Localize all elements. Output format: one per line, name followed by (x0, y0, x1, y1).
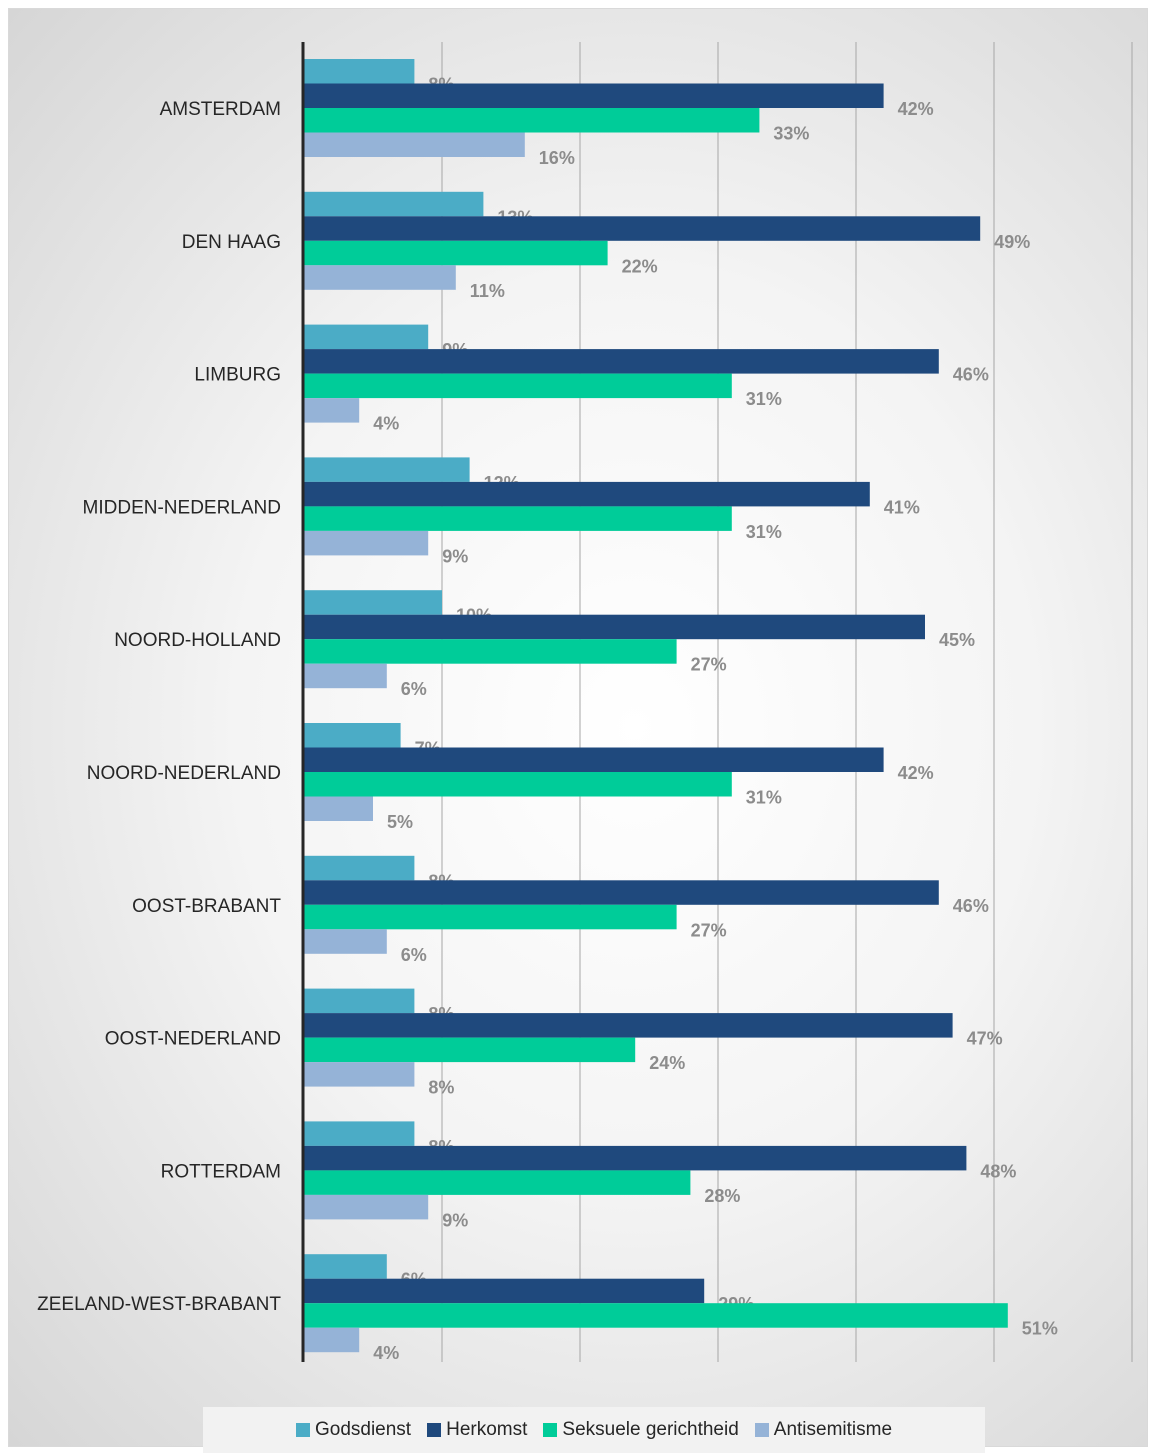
bar-seksuele-gerichtheid (304, 1170, 691, 1195)
data-label: 31% (746, 788, 782, 808)
bar-herkomst (304, 83, 884, 108)
legend-swatch (543, 1423, 558, 1437)
data-label: 16% (539, 148, 575, 168)
bar-godsdienst (304, 1254, 387, 1279)
data-label: 46% (953, 896, 989, 916)
bar-herkomst (304, 1145, 967, 1171)
bar-herkomst (304, 349, 939, 374)
bar-godsdienst (304, 723, 401, 748)
category-label: AMSTERDAM (160, 99, 281, 120)
legend-swatch (754, 1423, 769, 1437)
bar-herkomst (304, 880, 939, 905)
bar-seksuele-gerichtheid (304, 373, 732, 399)
legend-item: Godsdienst (295, 1419, 412, 1441)
bar-herkomst (304, 747, 884, 772)
bar-chart: 8%42%33%16%13%49%22%11%9%46%31%4%12%41%3… (37, 42, 1133, 1363)
category-label: NOORD-NEDERLAND (87, 763, 281, 784)
bar-antisemitisme (304, 663, 387, 689)
bar-antisemitisme (304, 132, 525, 157)
bar-seksuele-gerichtheid (304, 904, 677, 930)
data-label: 8% (428, 1078, 454, 1098)
data-label: 31% (746, 522, 782, 542)
bar-godsdienst (304, 191, 484, 217)
bar-antisemitisme (304, 796, 373, 821)
data-label: 28% (704, 1186, 740, 1206)
bar-antisemitisme (304, 1194, 429, 1220)
bar-herkomst (304, 1278, 705, 1304)
bar-godsdienst (304, 590, 442, 615)
bar-godsdienst (304, 988, 415, 1014)
bar-seksuele-gerichtheid (304, 639, 677, 664)
bar-godsdienst (304, 324, 429, 350)
category-label: ROTTERDAM (161, 1161, 281, 1182)
chart-frame: 8%42%33%16%13%49%22%11%9%46%31%4%12%41%3… (8, 8, 1148, 1453)
data-label: 48% (980, 1161, 1016, 1181)
bar-herkomst (304, 614, 925, 640)
data-label: 11% (470, 281, 505, 301)
data-label: 5% (387, 812, 413, 832)
legend-swatch (427, 1423, 442, 1437)
bar-herkomst (304, 1013, 953, 1038)
bar-herkomst (304, 216, 981, 241)
category-label: DEN HAAG (182, 232, 281, 253)
bar-godsdienst (304, 457, 470, 482)
legend-label: Seksuele gerichtheid (562, 1419, 739, 1440)
bars: 8%42%33%16%13%49%22%11%9%46%31%4%12%41%3… (304, 59, 1058, 1363)
data-label: 31% (746, 389, 782, 409)
legend-label: Antisemitisme (773, 1419, 893, 1440)
legend-item: Herkomst (427, 1419, 527, 1441)
data-label: 24% (649, 1053, 685, 1073)
data-label: 6% (401, 679, 427, 699)
data-label: 9% (442, 546, 468, 566)
bar-antisemitisme (304, 530, 429, 556)
category-label: ZEELAND-WEST-BRABANT (37, 1294, 281, 1315)
category-label: NOORD-HOLLAND (114, 630, 281, 651)
data-label: 4% (373, 1343, 399, 1363)
bar-herkomst (304, 481, 870, 507)
bar-seksuele-gerichtheid (304, 1303, 1008, 1328)
legend: Godsdienst Herkomst Seksuele gerichtheid An… (203, 1407, 985, 1453)
bar-antisemitisme (304, 929, 387, 954)
data-label: 6% (401, 945, 427, 965)
bar-seksuele-gerichtheid (304, 1037, 636, 1063)
bar-antisemitisme (304, 398, 360, 423)
data-label: 49% (994, 232, 1030, 252)
data-label: 42% (898, 99, 934, 119)
legend-item: Antisemitisme (754, 1419, 893, 1441)
bar-seksuele-gerichtheid (304, 240, 608, 266)
bar-godsdienst (304, 59, 415, 84)
data-label: 42% (898, 763, 934, 783)
data-label: 47% (967, 1029, 1003, 1049)
legend-label: Godsdienst (314, 1419, 412, 1440)
category-label: MIDDEN-NEDERLAND (83, 497, 281, 518)
data-label: 51% (1022, 1319, 1058, 1339)
category-labels: AMSTERDAM DEN HAAG LIMBURG MIDDEN-NEDERLAND… (37, 99, 281, 1315)
data-label: 4% (373, 414, 399, 434)
data-label: 33% (773, 124, 809, 144)
data-label: 22% (622, 256, 658, 276)
bar-seksuele-gerichtheid (304, 506, 732, 531)
data-label: 41% (884, 497, 920, 517)
bar-antisemitisme (304, 265, 456, 290)
category-label: LIMBURG (194, 365, 281, 386)
data-label: 27% (691, 920, 727, 940)
category-label: OOST-NEDERLAND (105, 1029, 281, 1050)
data-label: 45% (939, 630, 975, 650)
legend-label: Herkomst (446, 1419, 528, 1440)
data-label: 27% (691, 655, 727, 675)
bar-seksuele-gerichtheid (304, 108, 760, 133)
category-label: OOST-BRABANT (132, 896, 281, 917)
legend-item: Seksuele gerichtheid (543, 1419, 739, 1441)
bar-antisemitisme (304, 1062, 415, 1087)
bar-antisemitisme (304, 1327, 360, 1353)
legend-swatch (295, 1423, 310, 1437)
bar-godsdienst (304, 1121, 415, 1146)
data-label: 46% (953, 365, 989, 385)
bar-godsdienst (304, 855, 415, 881)
data-label: 9% (442, 1210, 468, 1230)
bar-seksuele-gerichtheid (304, 772, 732, 797)
